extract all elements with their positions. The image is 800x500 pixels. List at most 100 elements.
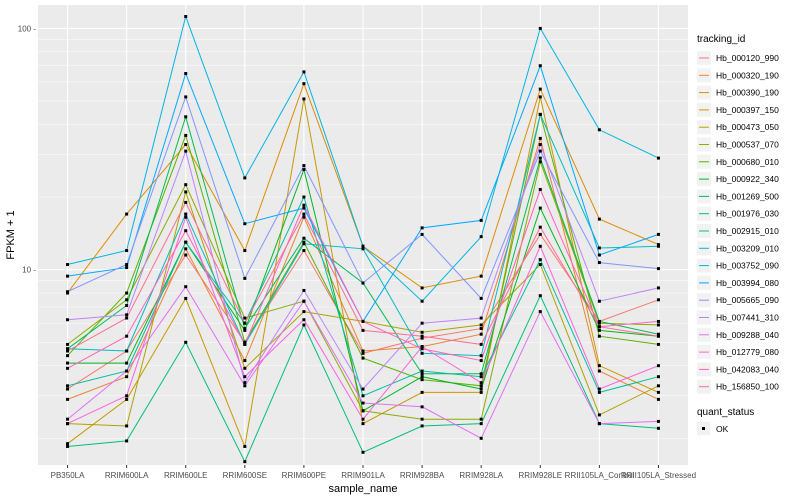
data-point <box>420 417 424 421</box>
data-point <box>538 160 542 164</box>
legend-quant-label: OK <box>716 424 729 434</box>
legend-label: Hb_009288_040 <box>716 330 779 340</box>
data-point <box>361 394 365 398</box>
data-point <box>66 397 70 401</box>
y-tick-label: 100 - <box>18 24 37 33</box>
data-point <box>184 240 188 244</box>
data-point <box>361 401 365 405</box>
x-axis-title: sample_name <box>328 483 397 495</box>
y-axis-title: FPKM + 1 <box>5 210 17 259</box>
data-point <box>184 212 188 216</box>
data-point <box>538 136 542 140</box>
data-point <box>361 319 365 323</box>
data-point <box>302 164 306 168</box>
data-point <box>66 384 70 388</box>
data-point <box>538 95 542 99</box>
data-point <box>125 263 129 267</box>
data-point <box>597 413 601 417</box>
data-point <box>361 409 365 413</box>
data-point <box>479 384 483 388</box>
data-point <box>125 439 129 443</box>
data-point <box>243 340 247 344</box>
data-point <box>420 345 424 349</box>
data-point <box>597 390 601 394</box>
data-point <box>302 240 306 244</box>
data-point <box>656 156 660 160</box>
data-point <box>479 332 483 336</box>
legend-label: Hb_001976_030 <box>716 209 779 219</box>
data-point <box>420 330 424 334</box>
data-point <box>66 444 70 448</box>
data-point <box>656 397 660 401</box>
data-point <box>125 369 129 373</box>
data-point <box>656 298 660 302</box>
data-point <box>479 274 483 278</box>
data-point <box>361 417 365 421</box>
data-point <box>302 318 306 322</box>
data-point <box>597 299 601 303</box>
data-point <box>184 215 188 219</box>
data-point <box>243 321 247 325</box>
data-point <box>66 274 70 278</box>
data-point <box>66 417 70 421</box>
data-point <box>479 342 483 346</box>
data-point <box>538 156 542 160</box>
data-point <box>184 200 188 204</box>
data-point <box>538 294 542 298</box>
data-point <box>656 244 660 248</box>
data-point <box>420 286 424 290</box>
data-point <box>243 316 247 320</box>
legend-quant-point <box>702 427 705 430</box>
data-point <box>302 288 306 292</box>
data-point <box>184 95 188 99</box>
legend-label: Hb_156850_100 <box>716 382 779 392</box>
data-point <box>479 390 483 394</box>
series-points <box>66 15 660 464</box>
data-point <box>656 334 660 338</box>
data-point <box>243 176 247 180</box>
x-axis-ticks: PB350LA RRIM600LA RRIM600LE RRIM600SE RRIM60… <box>51 465 696 480</box>
data-point <box>125 313 129 317</box>
data-point <box>420 390 424 394</box>
legend-label: Hb_005665_090 <box>716 295 779 305</box>
data-point <box>243 328 247 332</box>
legend-quant-title: quant_status <box>697 407 754 418</box>
y-tick-label: 10 - <box>22 266 36 275</box>
data-point <box>479 235 483 239</box>
data-point <box>302 215 306 219</box>
data-point <box>597 328 601 332</box>
data-point <box>420 369 424 373</box>
data-point <box>66 290 70 294</box>
data-point <box>656 426 660 430</box>
data-point <box>302 195 306 199</box>
data-point <box>302 97 306 101</box>
data-point <box>361 422 365 426</box>
data-point <box>243 384 247 388</box>
data-point <box>479 436 483 440</box>
x-tick-label: RRIM928LE <box>518 471 562 480</box>
data-point <box>184 15 188 19</box>
data-point <box>656 419 660 423</box>
data-point <box>479 296 483 300</box>
data-point <box>125 249 129 253</box>
data-point <box>479 354 483 358</box>
data-point <box>597 261 601 265</box>
data-point <box>538 206 542 210</box>
data-point <box>479 381 483 385</box>
data-point <box>125 424 129 428</box>
data-point <box>184 72 188 76</box>
data-point <box>656 232 660 236</box>
legend-label: Hb_000473_050 <box>716 122 779 132</box>
legend-label: Hb_000680_010 <box>716 157 779 167</box>
legend-label: Hb_000120_990 <box>716 53 779 63</box>
data-point <box>66 318 70 322</box>
x-tick-label: RRIM600LA <box>105 471 149 480</box>
data-point <box>420 424 424 428</box>
data-point <box>302 236 306 240</box>
data-point <box>420 299 424 303</box>
data-point <box>125 316 129 320</box>
legend-title: tracking_id <box>697 34 745 45</box>
data-point <box>479 316 483 320</box>
data-point <box>656 267 660 271</box>
